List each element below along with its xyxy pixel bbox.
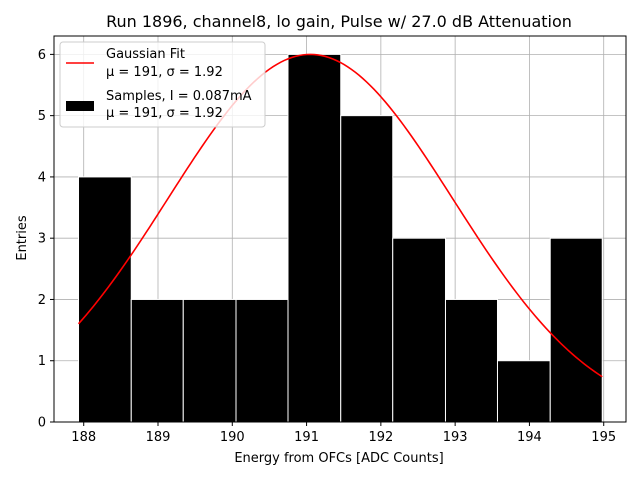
y-axis-label: Entries [15,215,30,261]
histogram-bar [549,237,603,423]
x-axis-label: Energy from OFCs [ADC Counts] [234,451,443,466]
legend-samples-label: Samples, I = 0.087mA [106,89,252,104]
histogram-bar [235,298,289,423]
x-tick-label: 189 [146,430,171,445]
histogram-bar [287,53,342,423]
legend-box [59,41,266,128]
x-tick-label: 194 [517,430,542,445]
x-tick-label: 195 [591,430,616,445]
y-tick-label: 5 [38,109,46,124]
y-tick-label: 4 [38,170,46,185]
histogram-bar [182,298,237,423]
legend: Gaussian Fit μ = 191, σ = 1.92 Samples, … [59,41,266,128]
histogram-bar [392,237,446,423]
x-tick-label: 190 [220,430,245,445]
chart-title: Run 1896, channel8, lo gain, Pulse w/ 27… [106,12,572,31]
x-tick-label: 188 [71,430,96,445]
plot-frame [53,35,627,423]
x-tick-label: 193 [443,430,468,445]
axes: 188 189 190 191 192 193 194 195 0 1 2 3 4 5 6 [38,35,627,445]
histogram-bar [496,360,551,423]
histogram-bar [444,298,498,423]
legend-fit-label: Gaussian Fit [106,47,185,62]
x-tick-label: 191 [294,430,319,445]
y-tick-label: 3 [38,232,46,247]
y-tick-label: 2 [38,293,46,308]
y-tick-label: 0 [38,416,46,431]
histogram-bars [78,53,603,423]
gaussian-fit [77,53,603,378]
fit-curve [77,53,603,378]
legend-samples-swatch [66,101,94,111]
y-tick-label: 1 [38,354,46,369]
histogram-bar [78,176,132,423]
legend-samples-stats: μ = 191, σ = 1.92 [106,106,223,121]
histogram-bar [130,298,184,423]
histogram-bar [340,115,394,423]
legend-fit-stats: μ = 191, σ = 1.92 [106,65,223,80]
x-tick-label: 192 [368,430,393,445]
y-tick-label: 6 [38,48,46,63]
